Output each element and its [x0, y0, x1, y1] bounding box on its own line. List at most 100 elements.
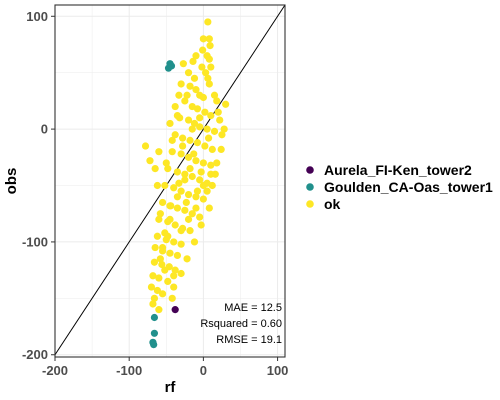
data-point: [193, 187, 202, 195]
data-point: [177, 150, 185, 158]
data-point: [151, 164, 159, 173]
legend-label: ok: [324, 196, 341, 212]
data-point: [183, 91, 191, 99]
y-tick-label: 100: [26, 9, 48, 24]
data-point: [199, 159, 207, 167]
data-point: [199, 195, 207, 203]
data-point: [153, 181, 161, 190]
data-point: [184, 215, 193, 223]
data-point: [192, 157, 200, 165]
data-point: [173, 251, 182, 260]
data-point: [184, 153, 193, 161]
data-point: [192, 86, 200, 94]
data-point: [166, 249, 174, 257]
y-tick-label: -200: [22, 347, 48, 362]
data-point: [147, 283, 156, 291]
data-point: [156, 210, 164, 218]
data-point: [183, 255, 191, 263]
data-point: [193, 105, 202, 113]
data-point: [218, 131, 226, 139]
data-point: [155, 215, 163, 223]
data-point: [164, 277, 172, 286]
data-point: [204, 74, 212, 82]
annotation-text: Rsquared = 0.60: [200, 318, 282, 330]
data-point: [177, 269, 185, 278]
x-axis-title: rf: [165, 379, 177, 396]
data-point: [199, 46, 207, 54]
data-point: [162, 159, 170, 167]
data-point: [158, 260, 166, 269]
data-point: [188, 210, 196, 218]
data-point: [213, 159, 221, 167]
data-point: [177, 227, 185, 235]
plot-border: [54, 4, 286, 358]
data-point: [158, 198, 167, 207]
data-point: [207, 170, 215, 178]
gridlines: [54, 5, 285, 357]
data-point: [166, 215, 174, 223]
data-point: [190, 238, 199, 246]
data-point: [197, 221, 205, 229]
data-point: [205, 204, 213, 212]
data-point: [210, 91, 219, 99]
data-point: [177, 187, 185, 195]
legend-key-marker: [306, 200, 314, 208]
x-axis-ticks: -200 -100 0 100: [42, 357, 288, 378]
data-point: [167, 202, 175, 210]
data-points: [141, 18, 230, 349]
y-tick-label: 0: [41, 122, 48, 137]
data-point: [184, 69, 193, 77]
legend-label: Goulden_CA-Oas_tower1: [324, 179, 493, 195]
data-point: [150, 313, 159, 322]
data-point: [141, 142, 150, 150]
data-point: [151, 243, 159, 252]
data-point: [158, 290, 167, 298]
data-point: [168, 136, 176, 144]
series-aurela-fi-ken-tower2: [171, 306, 179, 314]
data-point: [205, 55, 213, 63]
data-point: [168, 294, 176, 302]
data-point: [197, 168, 205, 176]
data-point: [155, 148, 163, 156]
legend-key-marker: [306, 183, 314, 191]
data-point: [175, 179, 183, 187]
data-point: [190, 119, 199, 128]
data-point: [164, 164, 172, 173]
data-point: [207, 161, 215, 169]
data-point: [199, 181, 207, 190]
data-point: [192, 204, 200, 212]
identity-line-segment: [54, 4, 286, 356]
data-point: [186, 82, 194, 90]
data-point: [167, 62, 176, 70]
data-point: [196, 176, 204, 184]
annotations: MAE = 12.5 Rsquared = 0.60 RMSE = 19.1: [200, 302, 282, 346]
data-point: [196, 114, 204, 122]
data-point: [217, 145, 225, 154]
data-point: [186, 164, 194, 173]
data-point: [186, 227, 194, 235]
series-ok: [141, 18, 230, 314]
data-point: [173, 111, 182, 120]
data-point: [205, 35, 213, 43]
data-point: [181, 97, 189, 105]
data-point: [171, 221, 179, 229]
data-point: [213, 97, 221, 105]
data-point: [161, 229, 169, 237]
y-tick-label: -100: [22, 234, 48, 249]
legend-item: Goulden_CA-Oas_tower1: [306, 179, 493, 195]
data-point: [188, 125, 196, 133]
data-point: [173, 168, 182, 176]
data-point: [150, 258, 159, 266]
data-point: [207, 111, 215, 120]
data-point: [153, 286, 161, 295]
data-point: [179, 142, 187, 150]
data-point: [199, 93, 207, 102]
data-point: [216, 116, 224, 124]
data-point: [206, 42, 214, 50]
data-point: [214, 108, 222, 116]
legend-key-marker: [306, 166, 314, 174]
data-point: [179, 60, 187, 68]
data-point: [210, 127, 219, 135]
data-point: [177, 240, 185, 248]
data-point: [171, 131, 179, 139]
